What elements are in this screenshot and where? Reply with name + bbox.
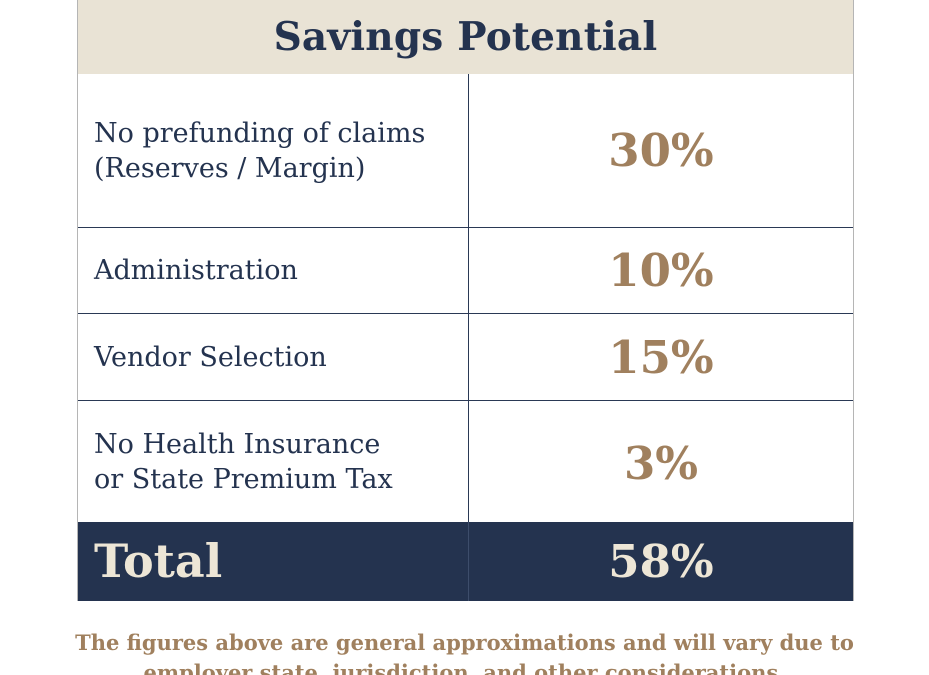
row-label: Vendor Selection [78, 314, 469, 400]
row-value: 10% [608, 244, 714, 297]
footnote: The figures above are general approximat… [0, 628, 929, 675]
row-value: 30% [608, 124, 714, 177]
total-row: Total 58% [78, 522, 853, 601]
row-label: No prefunding of claims (Reserves / Marg… [78, 74, 469, 227]
row-label-line: No Health Insurance [94, 428, 381, 460]
row-value: 15% [608, 330, 714, 384]
row-value: 3% [623, 437, 699, 490]
table-row: No prefunding of claims (Reserves / Marg… [78, 74, 853, 227]
table-row: Vendor Selection 15% [78, 313, 853, 400]
row-label-line: No prefunding of claims [94, 117, 426, 149]
row-label-line: Vendor Selection [94, 341, 327, 373]
total-value: 58% [608, 535, 714, 588]
savings-table: Savings Potential No prefunding of claim… [77, 0, 854, 601]
row-label-line: Administration [94, 255, 298, 286]
row-label-line: or State Premium Tax [94, 463, 393, 495]
footnote-line: The figures above are general approximat… [75, 630, 854, 655]
total-label: Total [78, 522, 469, 601]
footnote-line: employer state, jurisdiction, and other … [143, 660, 786, 675]
row-label-line: (Reserves / Margin) [94, 152, 366, 184]
table-row: No Health Insurance or State Premium Tax… [78, 400, 853, 522]
row-label: Administration [78, 228, 469, 313]
table-row: Administration 10% [78, 227, 853, 313]
table-title: Savings Potential [78, 0, 853, 74]
row-label: No Health Insurance or State Premium Tax [78, 401, 469, 522]
